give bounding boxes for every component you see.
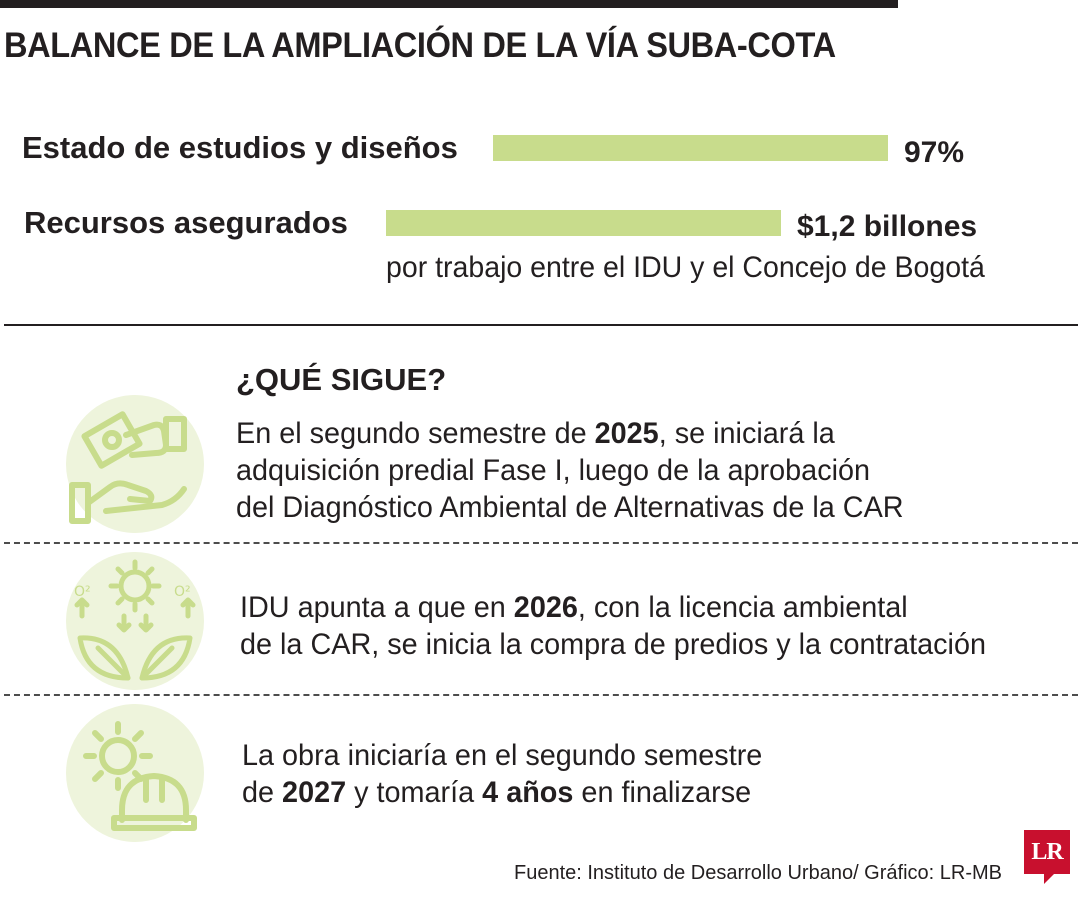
svg-text:O²: O² bbox=[174, 584, 191, 600]
lr-logo: LR bbox=[1024, 830, 1070, 874]
resources-value: $1,2 billones bbox=[797, 210, 978, 243]
item-text: En el segundo semestre de 2025, se inici… bbox=[236, 415, 904, 526]
item-text: La obra iniciaría en el segundo semestre… bbox=[242, 737, 762, 811]
source-credit: Fuente: Instituto de Desarrollo Urbano/ … bbox=[514, 862, 1002, 884]
money-hand-icon bbox=[66, 395, 204, 533]
item-line: del Diagnóstico Ambiental de Alternativa… bbox=[236, 491, 904, 524]
resources-bar bbox=[386, 210, 781, 236]
item-line: adquisición predial Fase I, luego de la … bbox=[236, 454, 871, 487]
dashed-divider bbox=[4, 542, 1078, 544]
svg-text:O²: O² bbox=[74, 584, 91, 600]
resources-note: por trabajo entre el IDU y el Concejo de… bbox=[386, 251, 985, 284]
item-line: de 2027 y tomaría 4 años en finalizarse bbox=[242, 776, 752, 809]
studies-label: Estado de estudios y diseños bbox=[22, 130, 458, 165]
item-line: IDU apunta a que en 2026, con la licenci… bbox=[240, 591, 908, 624]
dashed-divider bbox=[4, 694, 1078, 696]
icon-circle bbox=[66, 552, 204, 690]
next-steps-heading: ¿QUÉ SIGUE? bbox=[236, 362, 447, 397]
studies-value: 97% bbox=[904, 136, 965, 169]
resources-label: Recursos asegurados bbox=[24, 205, 348, 240]
top-rule bbox=[0, 0, 898, 8]
section-divider bbox=[4, 324, 1078, 326]
eco-leaves-sun-icon: O² O² bbox=[66, 552, 204, 690]
studies-bar bbox=[493, 135, 888, 161]
item-line: En el segundo semestre de 2025, se inici… bbox=[236, 417, 835, 450]
construction-helmet-gear-icon bbox=[66, 704, 204, 842]
item-line: de la CAR, se inicia la compra de predio… bbox=[240, 628, 986, 661]
item-line: La obra iniciaría en el segundo semestre bbox=[242, 739, 763, 772]
lr-logo-tail bbox=[1044, 874, 1054, 884]
item-text: IDU apunta a que en 2026, con la licenci… bbox=[240, 589, 986, 663]
page-title: BALANCE DE LA AMPLIACIÓN DE LA VÍA SUBA-… bbox=[4, 26, 836, 65]
